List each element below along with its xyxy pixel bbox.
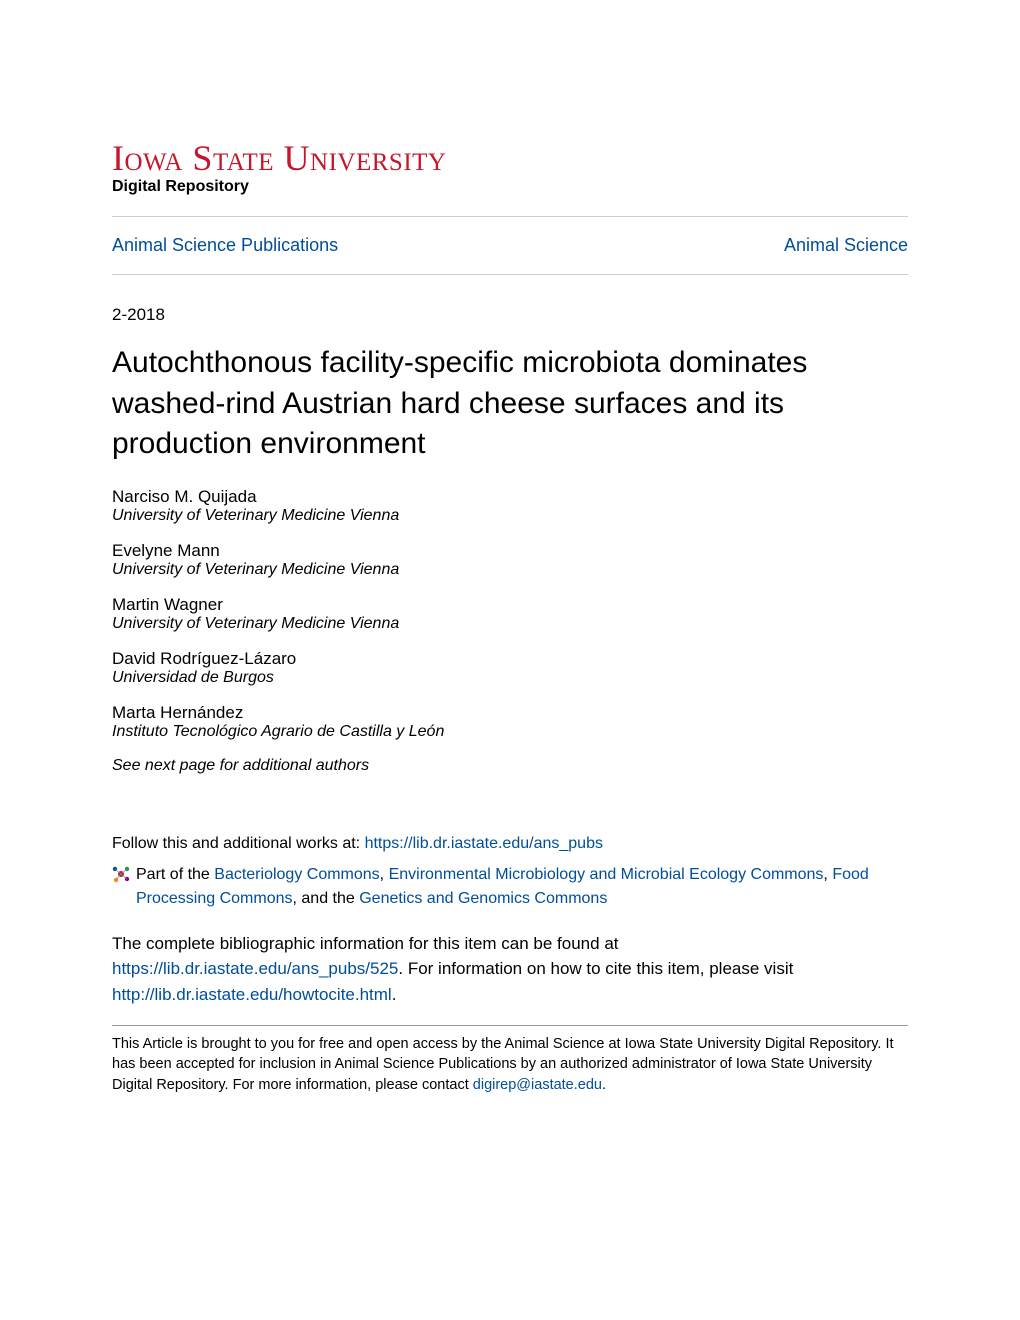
- howtocite-link[interactable]: http://lib.dr.iastate.edu/howtocite.html: [112, 985, 392, 1004]
- footer-text: This Article is brought to you for free …: [112, 1034, 908, 1095]
- department-link[interactable]: Animal Science: [784, 235, 908, 256]
- author-affiliation: University of Veterinary Medicine Vienna: [112, 507, 908, 525]
- author-name: Narciso M. Quijada: [112, 487, 908, 507]
- divider-top: [112, 216, 908, 217]
- university-name: Iowa State University: [112, 140, 908, 176]
- author-block: Evelyne Mann University of Veterinary Me…: [112, 541, 908, 579]
- citation-section: The complete bibliographic information f…: [112, 931, 908, 1008]
- author-affiliation: Instituto Tecnológico Agrario de Castill…: [112, 723, 908, 741]
- network-icon: [112, 865, 130, 883]
- footer-suffix: .: [602, 1077, 606, 1093]
- additional-authors-note: See next page for additional authors: [112, 757, 908, 775]
- citation-suffix: .: [392, 985, 397, 1004]
- commons-text: Part of the Bacteriology Commons, Enviro…: [136, 863, 908, 911]
- citation-middle: . For information on how to cite this it…: [398, 959, 793, 978]
- author-name: Evelyne Mann: [112, 541, 908, 561]
- author-block: Martin Wagner University of Veterinary M…: [112, 595, 908, 633]
- author-affiliation: University of Veterinary Medicine Vienna: [112, 615, 908, 633]
- separator: ,: [380, 866, 389, 883]
- commons-link[interactable]: Bacteriology Commons: [214, 866, 379, 883]
- paper-title: Autochthonous facility-specific microbio…: [112, 343, 908, 465]
- commons-prefix: Part of the: [136, 866, 214, 883]
- separator: , and the: [293, 890, 360, 907]
- institution-logo: Iowa State University Digital Repository: [112, 140, 908, 196]
- commons-link[interactable]: Genetics and Genomics Commons: [359, 890, 607, 907]
- follow-section: Follow this and additional works at: htt…: [112, 835, 908, 853]
- author-affiliation: University of Veterinary Medicine Vienna: [112, 561, 908, 579]
- footer-divider: [112, 1025, 908, 1026]
- author-name: Marta Hernández: [112, 703, 908, 723]
- breadcrumb: Animal Science Publications Animal Scien…: [112, 235, 908, 256]
- follow-prefix: Follow this and additional works at:: [112, 835, 365, 852]
- commons-link[interactable]: Environmental Microbiology and Microbial…: [389, 866, 824, 883]
- divider-bottom: [112, 274, 908, 275]
- publication-date: 2-2018: [112, 305, 908, 325]
- author-block: David Rodríguez-Lázaro Universidad de Bu…: [112, 649, 908, 687]
- author-block: Narciso M. Quijada University of Veterin…: [112, 487, 908, 525]
- collection-link[interactable]: Animal Science Publications: [112, 235, 338, 256]
- repository-label: Digital Repository: [112, 178, 908, 196]
- citation-prefix: The complete bibliographic information f…: [112, 934, 619, 953]
- author-affiliation: Universidad de Burgos: [112, 669, 908, 687]
- commons-section: Part of the Bacteriology Commons, Enviro…: [112, 863, 908, 911]
- citation-link[interactable]: https://lib.dr.iastate.edu/ans_pubs/525: [112, 959, 398, 978]
- author-name: Martin Wagner: [112, 595, 908, 615]
- author-block: Marta Hernández Instituto Tecnológico Ag…: [112, 703, 908, 741]
- author-name: David Rodríguez-Lázaro: [112, 649, 908, 669]
- contact-email-link[interactable]: digirep@iastate.edu: [473, 1077, 602, 1093]
- follow-link[interactable]: https://lib.dr.iastate.edu/ans_pubs: [365, 835, 603, 852]
- separator: ,: [823, 866, 832, 883]
